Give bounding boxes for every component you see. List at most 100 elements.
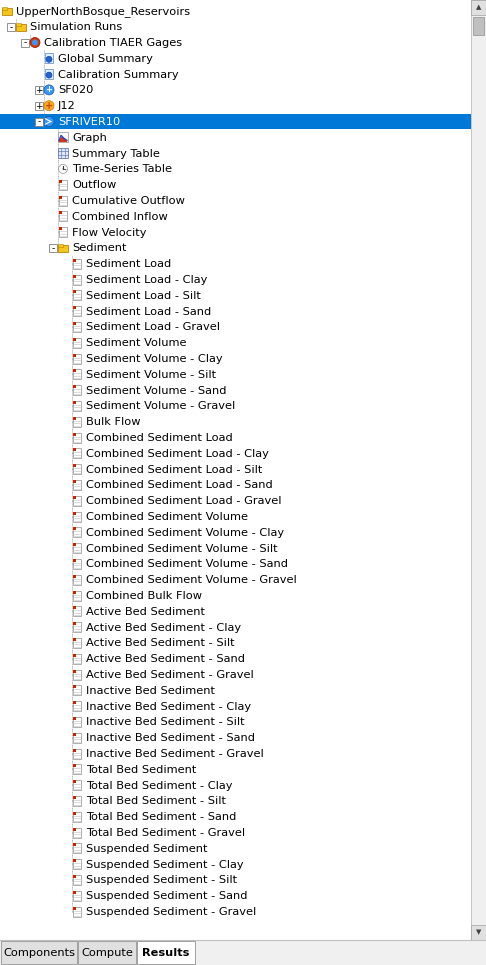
- Bar: [21, 39, 29, 46]
- Bar: [59, 227, 67, 237]
- Bar: [0, 940, 486, 965]
- Text: SF020: SF020: [58, 85, 93, 96]
- Bar: [73, 859, 76, 862]
- Text: Flow Velocity: Flow Velocity: [72, 228, 146, 237]
- Text: -: -: [9, 23, 13, 32]
- Bar: [471, 925, 486, 940]
- Bar: [73, 859, 81, 869]
- Bar: [73, 638, 76, 641]
- Circle shape: [44, 117, 54, 126]
- Text: Combined Sediment Load - Gravel: Combined Sediment Load - Gravel: [86, 496, 281, 507]
- Text: ▼: ▼: [476, 929, 481, 935]
- Bar: [73, 591, 76, 593]
- Text: -: -: [23, 39, 27, 47]
- Bar: [73, 875, 76, 878]
- Text: Calibration Summary: Calibration Summary: [58, 69, 179, 79]
- Bar: [73, 400, 81, 411]
- Text: Suspended Sediment - Silt: Suspended Sediment - Silt: [86, 875, 237, 886]
- Circle shape: [30, 38, 40, 47]
- Text: Sediment Load - Gravel: Sediment Load - Gravel: [86, 322, 220, 332]
- Bar: [59, 179, 67, 190]
- Text: Combined Sediment Load: Combined Sediment Load: [86, 433, 233, 443]
- Bar: [73, 449, 76, 452]
- Text: Sediment Load - Sand: Sediment Load - Sand: [86, 307, 211, 317]
- Text: Bulk Flow: Bulk Flow: [86, 417, 140, 427]
- Text: Sediment Load - Silt: Sediment Load - Silt: [86, 290, 201, 301]
- Text: Active Bed Sediment - Gravel: Active Bed Sediment - Gravel: [86, 670, 254, 680]
- Bar: [73, 417, 81, 427]
- Bar: [73, 417, 76, 420]
- Circle shape: [44, 100, 54, 111]
- Text: Combined Sediment Volume - Silt: Combined Sediment Volume - Silt: [86, 543, 278, 554]
- Bar: [73, 385, 76, 388]
- Bar: [73, 702, 81, 711]
- Bar: [73, 322, 81, 332]
- Text: Cumulative Outflow: Cumulative Outflow: [72, 196, 185, 206]
- Text: Inactive Bed Sediment - Silt: Inactive Bed Sediment - Silt: [86, 717, 244, 728]
- Bar: [73, 400, 76, 404]
- Bar: [73, 685, 76, 688]
- Text: Results: Results: [142, 948, 190, 957]
- Text: Combined Sediment Volume - Gravel: Combined Sediment Volume - Gravel: [86, 575, 297, 585]
- Text: Total Bed Sediment - Clay: Total Bed Sediment - Clay: [86, 781, 232, 790]
- Bar: [471, 0, 486, 15]
- Bar: [73, 370, 76, 372]
- Text: Combined Sediment Load - Sand: Combined Sediment Load - Sand: [86, 481, 273, 490]
- Text: Inactive Bed Sediment - Sand: Inactive Bed Sediment - Sand: [86, 733, 255, 743]
- Bar: [2, 7, 6, 10]
- Bar: [73, 780, 76, 784]
- Text: Combined Inflow: Combined Inflow: [72, 211, 168, 222]
- Bar: [73, 670, 76, 673]
- Bar: [73, 338, 81, 347]
- Bar: [73, 543, 76, 546]
- Text: Calibration TIAER Gages: Calibration TIAER Gages: [44, 38, 182, 48]
- Bar: [73, 749, 76, 752]
- Text: Active Bed Sediment - Clay: Active Bed Sediment - Clay: [86, 622, 241, 633]
- Bar: [73, 480, 76, 482]
- Bar: [73, 432, 76, 435]
- Bar: [73, 259, 76, 262]
- Polygon shape: [59, 137, 67, 141]
- Bar: [73, 511, 76, 514]
- Text: Combined Sediment Load - Silt: Combined Sediment Load - Silt: [86, 464, 262, 475]
- Bar: [73, 353, 76, 356]
- Text: Sediment Load - Clay: Sediment Load - Clay: [86, 275, 208, 285]
- Text: Total Bed Sediment - Silt: Total Bed Sediment - Silt: [86, 796, 226, 807]
- Text: Sediment Volume - Silt: Sediment Volume - Silt: [86, 370, 216, 380]
- Bar: [73, 290, 81, 300]
- Text: +: +: [46, 85, 52, 95]
- Circle shape: [46, 56, 52, 63]
- Bar: [73, 906, 81, 917]
- Bar: [73, 622, 81, 632]
- Text: Combined Sediment Volume - Sand: Combined Sediment Volume - Sand: [86, 560, 288, 569]
- Bar: [73, 575, 76, 578]
- Text: UpperNorthBosque_Reservoirs: UpperNorthBosque_Reservoirs: [16, 6, 190, 16]
- Bar: [73, 828, 81, 838]
- Text: Time-Series Table: Time-Series Table: [72, 164, 172, 175]
- Bar: [73, 322, 76, 325]
- Bar: [45, 53, 53, 64]
- Bar: [73, 274, 81, 285]
- Bar: [59, 196, 62, 199]
- Bar: [73, 796, 81, 806]
- Text: Summary Table: Summary Table: [72, 149, 160, 158]
- Bar: [73, 717, 76, 720]
- Text: Inactive Bed Sediment - Clay: Inactive Bed Sediment - Clay: [86, 702, 251, 711]
- FancyBboxPatch shape: [78, 941, 136, 964]
- Text: Sediment Load: Sediment Load: [86, 260, 171, 269]
- Bar: [73, 559, 81, 569]
- Bar: [16, 23, 20, 26]
- Text: J12: J12: [58, 101, 76, 111]
- Text: Combined Sediment Volume - Clay: Combined Sediment Volume - Clay: [86, 528, 284, 538]
- Bar: [73, 732, 76, 735]
- Circle shape: [32, 40, 38, 45]
- Bar: [59, 227, 62, 230]
- Bar: [73, 385, 81, 395]
- Bar: [59, 211, 62, 214]
- Text: Suspended Sediment: Suspended Sediment: [86, 843, 208, 854]
- Bar: [58, 148, 68, 158]
- Text: Sediment: Sediment: [72, 243, 126, 254]
- Bar: [73, 891, 76, 894]
- Bar: [73, 527, 76, 531]
- Bar: [73, 812, 76, 814]
